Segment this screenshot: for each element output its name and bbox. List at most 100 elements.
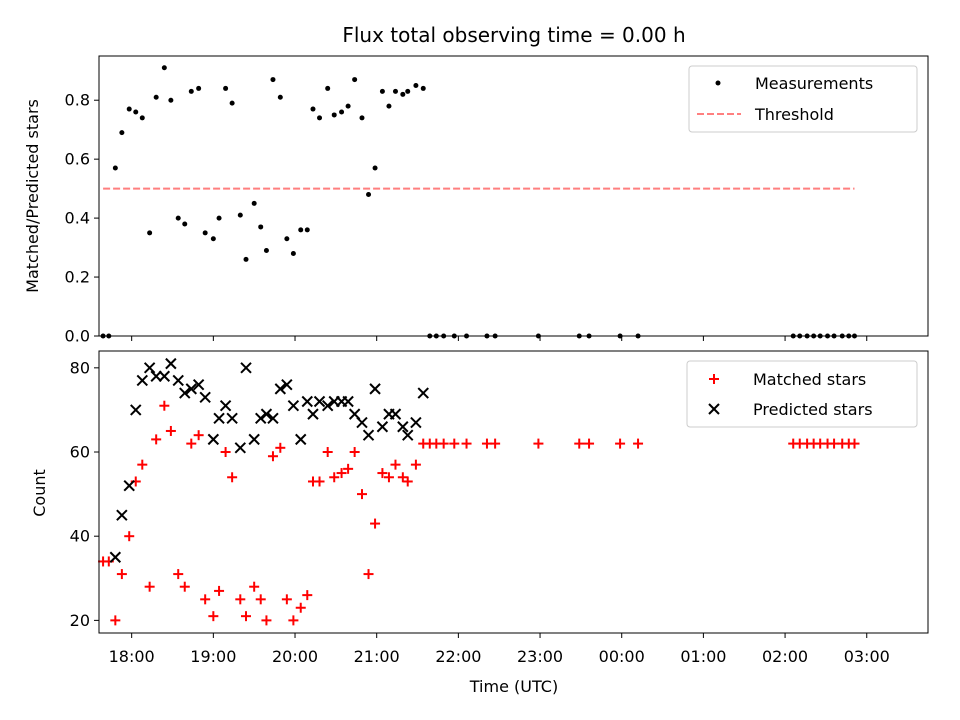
predicted-stars-point	[150, 370, 162, 382]
legend-predicted-stars-label: Predicted stars	[753, 400, 873, 419]
bottom-plot-area	[98, 357, 860, 626]
predicted-stars-point	[389, 408, 402, 420]
measurement-point	[175, 215, 181, 221]
matched-stars-point	[390, 459, 401, 470]
predicted-stars-point	[301, 395, 313, 408]
predicted-stars-point	[143, 362, 156, 374]
x-tick-label: 18:00	[109, 647, 155, 666]
matched-stars-point	[261, 615, 272, 626]
predicted-stars-point	[417, 387, 429, 399]
measurement-point	[229, 100, 235, 106]
predicted-stars-point	[185, 383, 197, 395]
top-legend: Measurements Threshold	[688, 65, 918, 133]
matched-stars-point	[193, 430, 204, 441]
measurement-point	[359, 115, 365, 121]
matched-stars-point	[281, 594, 292, 605]
x-tick-label: 03:00	[844, 647, 890, 666]
matched-stars-point	[208, 611, 219, 622]
measurement-point	[133, 109, 139, 115]
matched-stars-point	[356, 489, 367, 500]
legend-measurements-marker	[715, 80, 721, 86]
matched-stars-point	[220, 447, 231, 458]
predicted-stars-point	[248, 433, 260, 446]
matched-stars-point	[124, 531, 135, 542]
matched-stars-point	[235, 594, 246, 605]
matched-stars-point	[227, 472, 238, 483]
x-tick-label: 22:00	[435, 647, 481, 666]
predicted-stars-point	[158, 370, 171, 382]
matched-stars-point	[584, 438, 595, 449]
matched-stars-point	[295, 602, 306, 613]
predicted-stars-point	[410, 416, 422, 429]
measurement-point	[331, 112, 337, 118]
top-legend-box	[688, 65, 918, 133]
predicted-stars-point	[356, 416, 368, 429]
bottom-plot-frame	[98, 350, 929, 634]
measurement-point	[270, 77, 276, 83]
matched-stars-point	[241, 611, 252, 622]
predicted-stars-point	[402, 429, 414, 441]
measurement-point	[420, 85, 426, 91]
bottom-panel: Count Time (UTC) Matched stars Predicted…	[30, 350, 929, 696]
predicted-stars-point	[342, 395, 354, 408]
measurement-point	[188, 88, 194, 94]
predicted-stars-point	[307, 408, 319, 420]
x-tick-label: 01:00	[680, 647, 726, 666]
matched-stars-point	[173, 569, 184, 580]
matched-stars-point	[249, 581, 260, 592]
measurement-point	[237, 212, 243, 218]
matched-stars-point	[329, 472, 340, 483]
matched-stars-point	[343, 463, 354, 474]
predicted-stars-point	[281, 378, 293, 391]
bottom-legend-box	[686, 360, 918, 428]
legend-matched-stars-marker	[709, 374, 719, 384]
measurement-point	[405, 88, 411, 94]
predicted-stars-point	[287, 400, 300, 412]
predicted-stars-point	[321, 400, 334, 412]
measurement-point	[392, 88, 398, 94]
matched-stars-point	[186, 438, 197, 449]
predicted-stars-point	[123, 479, 135, 492]
matched-stars-point	[322, 447, 333, 458]
measurement-point	[345, 103, 351, 109]
measurement-point	[153, 94, 159, 100]
measurement-point	[147, 230, 153, 236]
predicted-stars-point	[255, 412, 267, 425]
top-plot-frame	[98, 55, 929, 337]
x-tick-label: 00:00	[599, 647, 645, 666]
matched-stars-point	[633, 438, 644, 449]
predicted-stars-point	[130, 404, 142, 416]
predicted-stars-point	[267, 412, 279, 425]
measurement-point	[210, 236, 216, 242]
x-tick-label: 20:00	[272, 647, 318, 666]
legend-threshold-label: Threshold	[754, 105, 834, 124]
x-tick-label: 21:00	[354, 647, 400, 666]
predicted-stars-point	[376, 421, 389, 433]
matched-stars-point	[336, 468, 347, 479]
matched-stars-point	[383, 472, 394, 483]
matched-stars-point	[615, 438, 626, 449]
measurement-point	[352, 77, 358, 83]
legend-measurements-label: Measurements	[755, 74, 873, 93]
measurement-point	[216, 215, 222, 221]
matched-stars-point	[461, 438, 472, 449]
top-y-tick-label: 0.0	[65, 327, 90, 346]
measurement-point	[223, 85, 229, 91]
matched-stars-point	[438, 438, 449, 449]
measurement-point	[325, 85, 331, 91]
predicted-stars-point	[165, 357, 177, 370]
predicted-stars-point	[199, 391, 211, 404]
predicted-stars-point	[362, 429, 375, 441]
measurement-point	[372, 165, 378, 171]
top-y-tick-label: 0.8	[65, 91, 90, 110]
legend-matched-stars-label: Matched stars	[753, 370, 866, 389]
measurement-point	[251, 200, 257, 206]
matched-stars-point	[275, 442, 286, 453]
measurement-point	[119, 130, 125, 136]
top-panel: Matched/Predicted stars Measurements Thr…	[23, 55, 929, 339]
measurement-point	[400, 91, 406, 97]
matched-stars-point	[370, 518, 381, 529]
matched-stars-point	[267, 451, 278, 462]
matched-stars-point	[490, 438, 501, 449]
